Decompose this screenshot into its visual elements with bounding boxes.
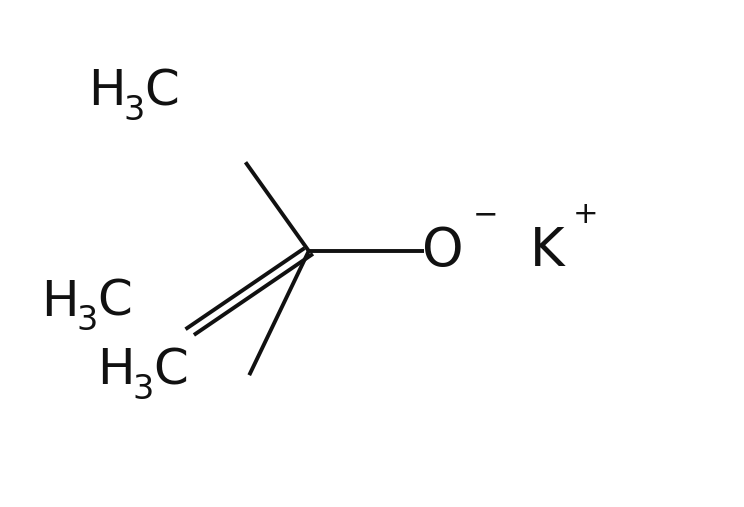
Text: C: C	[144, 67, 179, 115]
Text: C: C	[153, 346, 188, 394]
Text: −: −	[473, 200, 498, 229]
Text: H: H	[41, 278, 78, 325]
Text: 3: 3	[124, 94, 145, 127]
Text: K: K	[530, 225, 564, 277]
Text: O: O	[422, 225, 464, 277]
Text: 3: 3	[132, 373, 154, 406]
Text: H: H	[97, 346, 134, 394]
Text: 3: 3	[77, 304, 98, 338]
Text: H: H	[88, 67, 125, 115]
Text: +: +	[573, 200, 598, 229]
Text: C: C	[97, 278, 132, 325]
